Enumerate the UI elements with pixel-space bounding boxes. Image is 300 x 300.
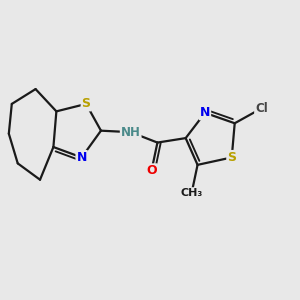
Text: S: S [227,151,236,164]
Text: CH₃: CH₃ [181,188,203,198]
Text: NH: NH [121,126,141,139]
Text: S: S [82,98,91,110]
Text: N: N [200,106,210,119]
Text: Cl: Cl [255,102,268,115]
Text: O: O [146,164,157,177]
Text: N: N [76,151,87,164]
